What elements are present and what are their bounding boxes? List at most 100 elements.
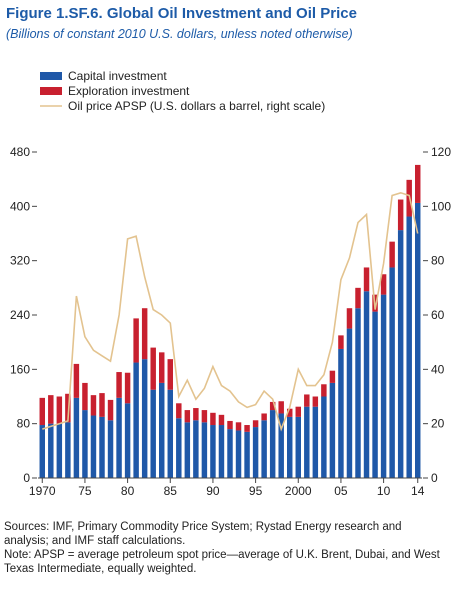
bar — [397, 199, 404, 231]
bar — [133, 318, 139, 363]
x-tick-label: 05 — [334, 484, 348, 498]
x-tick-label: 80 — [121, 484, 135, 498]
legend-label: Capital investment — [68, 69, 167, 83]
bar — [218, 414, 225, 426]
bar — [244, 431, 250, 478]
bar — [252, 427, 259, 478]
x-tick-label: 75 — [78, 484, 92, 498]
bar — [82, 382, 88, 411]
y-tick-label: 80 — [17, 417, 31, 431]
bar — [107, 399, 114, 421]
bar — [159, 352, 165, 383]
legend-label: Oil price APSP (U.S. dollars a barrel, r… — [68, 99, 325, 113]
bar — [295, 416, 301, 478]
bar — [397, 230, 404, 478]
bar — [56, 423, 63, 478]
bar — [201, 410, 208, 423]
bar — [210, 412, 216, 426]
bar — [321, 396, 327, 478]
bar — [235, 422, 242, 431]
bar — [227, 420, 233, 430]
bar — [261, 413, 267, 421]
bar — [201, 422, 208, 478]
bar — [295, 406, 301, 417]
x-tick-label: 2000 — [285, 484, 312, 498]
bar — [227, 429, 233, 478]
bar — [150, 389, 156, 478]
bar — [167, 359, 173, 390]
bar — [167, 389, 173, 478]
bar — [287, 408, 293, 417]
bar — [287, 416, 293, 478]
bar — [133, 362, 139, 478]
bar — [141, 308, 148, 360]
legend-swatch — [40, 87, 62, 95]
bar — [415, 202, 421, 478]
bar — [73, 363, 80, 398]
bar — [389, 241, 395, 268]
bar — [363, 291, 370, 478]
bar — [39, 397, 45, 426]
bar — [261, 420, 267, 478]
bar — [65, 422, 71, 478]
bar — [235, 430, 242, 478]
bar — [363, 267, 370, 292]
bar — [184, 422, 191, 478]
y2-tick-label: 100 — [431, 199, 451, 213]
y-tick-label: 480 — [10, 145, 30, 159]
bar — [116, 372, 122, 398]
bar — [176, 403, 182, 419]
bar — [48, 395, 54, 424]
bar — [338, 348, 344, 478]
bar — [329, 382, 336, 478]
bar — [193, 408, 199, 421]
legend-label: Exploration investment — [68, 84, 190, 98]
line — [42, 191, 419, 432]
y-tick-label: 320 — [10, 254, 30, 268]
y2-tick-label: 80 — [431, 254, 445, 268]
legend-swatch — [40, 72, 62, 80]
x-tick-label: 95 — [249, 484, 263, 498]
note: Sources: IMF, Primary Commodity Price Sy… — [4, 521, 402, 547]
bar — [269, 401, 276, 411]
y-tick-label: 400 — [10, 199, 30, 213]
x-tick-label: 14 — [411, 484, 425, 498]
bar — [99, 416, 105, 478]
bar — [389, 267, 395, 478]
bar — [124, 372, 131, 404]
bar — [90, 415, 97, 478]
bar — [150, 347, 156, 390]
bar — [278, 401, 284, 414]
bar — [90, 395, 97, 416]
bar — [210, 425, 216, 478]
y2-tick-label: 60 — [431, 308, 445, 322]
x-tick-label: 85 — [164, 484, 178, 498]
bar — [116, 397, 122, 478]
bar — [184, 410, 191, 423]
bar — [372, 311, 378, 478]
bar — [141, 359, 148, 478]
bar — [312, 396, 319, 407]
x-tick-label: 90 — [206, 484, 220, 498]
bar — [65, 393, 71, 423]
bar — [321, 384, 327, 397]
bar — [82, 410, 88, 478]
bar — [124, 403, 131, 478]
chart-subtitle: (Billions of constant 2010 U.S. dollars,… — [6, 27, 353, 41]
bar — [338, 335, 344, 349]
y2-tick-label: 40 — [431, 362, 445, 376]
bar — [346, 328, 353, 478]
y2-tick-label: 20 — [431, 417, 445, 431]
bar — [380, 294, 387, 478]
y-tick-label: 0 — [23, 471, 30, 485]
bar — [99, 393, 105, 417]
bar — [48, 423, 54, 478]
bar — [269, 410, 276, 478]
bar — [159, 382, 165, 478]
bar — [73, 397, 80, 478]
bar — [304, 394, 310, 407]
bar — [252, 420, 259, 428]
bar — [346, 308, 353, 329]
bar — [278, 413, 284, 478]
